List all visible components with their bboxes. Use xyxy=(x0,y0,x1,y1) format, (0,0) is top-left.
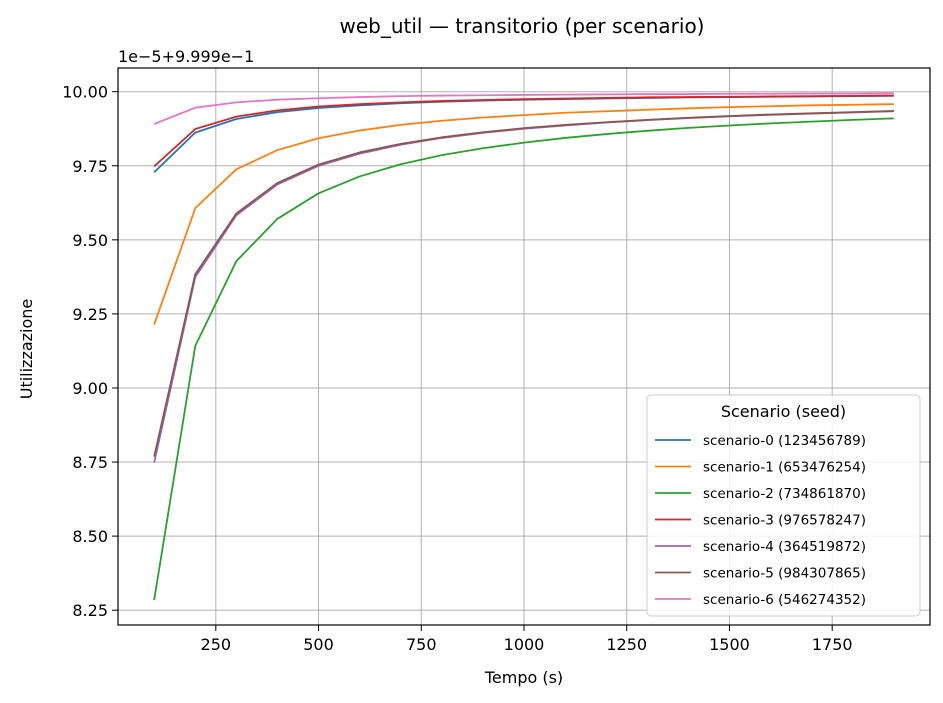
y-tick-label: 10.00 xyxy=(62,83,108,102)
y-axis-label: Utilizzazione xyxy=(17,299,36,400)
y-tick-label: 9.00 xyxy=(72,379,108,398)
x-axis-label: Tempo (s) xyxy=(484,668,563,687)
y-tick-label: 8.25 xyxy=(72,601,108,620)
y-tick-label: 9.75 xyxy=(72,157,108,176)
legend-entry: scenario-0 (123456789) xyxy=(703,433,866,449)
x-tick-label: 1000 xyxy=(504,635,545,654)
x-tick-label: 1250 xyxy=(606,635,647,654)
legend-box xyxy=(646,394,921,617)
legend: Scenario (seed) scenario-0 (123456789) sce… xyxy=(646,394,921,617)
series-line xyxy=(153,92,894,125)
x-tick-label: 250 xyxy=(201,635,232,654)
y-tick-label: 9.50 xyxy=(72,231,108,250)
legend-entry: scenario-1 (653476254) xyxy=(703,460,866,476)
x-tick-label: 750 xyxy=(406,635,437,654)
x-tick-label: 1500 xyxy=(709,635,750,654)
y-tick-label: 8.50 xyxy=(72,527,108,546)
y-tick-label: 9.25 xyxy=(72,305,108,324)
legend-entry: scenario-5 (984307865) xyxy=(703,566,866,582)
series-lines xyxy=(153,92,894,601)
series-line xyxy=(153,117,894,601)
x-tick-label: 500 xyxy=(303,635,334,654)
series-line xyxy=(153,103,894,325)
legend-entry: scenario-2 (734861870) xyxy=(703,486,866,502)
grid xyxy=(118,68,930,625)
y-offset-label: 1e−5+9.999e−1 xyxy=(118,47,254,66)
series-line xyxy=(153,110,894,457)
x-tick-label: 1750 xyxy=(812,635,853,654)
series-line xyxy=(153,94,894,168)
legend-title: Scenario (seed) xyxy=(721,402,846,421)
legend-entry: scenario-3 (976578247) xyxy=(703,513,866,529)
legend-entry: scenario-4 (364519872) xyxy=(703,539,866,555)
y-tick-label: 8.75 xyxy=(72,453,108,472)
legend-entry: scenario-6 (546274352) xyxy=(703,592,866,608)
chart-title: web_util — transitorio (per scenario) xyxy=(340,14,705,38)
axis-ticks: 250 500 750 1000 1250 1500 1750 8.25 8.50 8.75 9.0… xyxy=(62,83,852,654)
